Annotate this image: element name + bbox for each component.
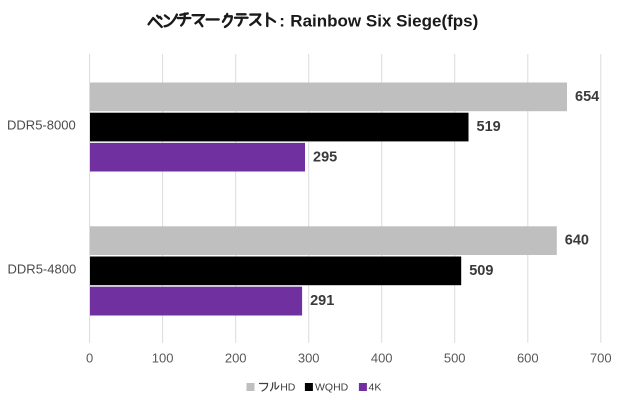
svg-text:DDR5-8000: DDR5-8000 <box>7 118 76 133</box>
svg-text:654: 654 <box>575 89 599 105</box>
svg-text:WQHD: WQHD <box>315 381 349 393</box>
svg-text:200: 200 <box>225 351 247 366</box>
svg-text:700: 700 <box>590 351 612 366</box>
svg-text:400: 400 <box>371 351 393 366</box>
svg-text:295: 295 <box>313 149 337 165</box>
svg-text:0: 0 <box>86 351 93 366</box>
svg-text:519: 519 <box>477 119 501 135</box>
svg-text:100: 100 <box>152 351 174 366</box>
svg-text:500: 500 <box>444 351 466 366</box>
svg-text:640: 640 <box>565 233 589 249</box>
svg-text:300: 300 <box>298 351 320 366</box>
svg-text:600: 600 <box>517 351 539 366</box>
svg-text:Rainbow Six Siege(fps): Rainbow Six Siege(fps) <box>290 12 478 31</box>
svg-text:HD: HD <box>280 381 296 393</box>
svg-text::: : <box>279 12 285 31</box>
svg-text:509: 509 <box>469 263 493 279</box>
svg-text:DDR5-4800: DDR5-4800 <box>8 262 77 277</box>
svg-text:4K: 4K <box>369 381 382 393</box>
svg-text:291: 291 <box>310 293 334 309</box>
